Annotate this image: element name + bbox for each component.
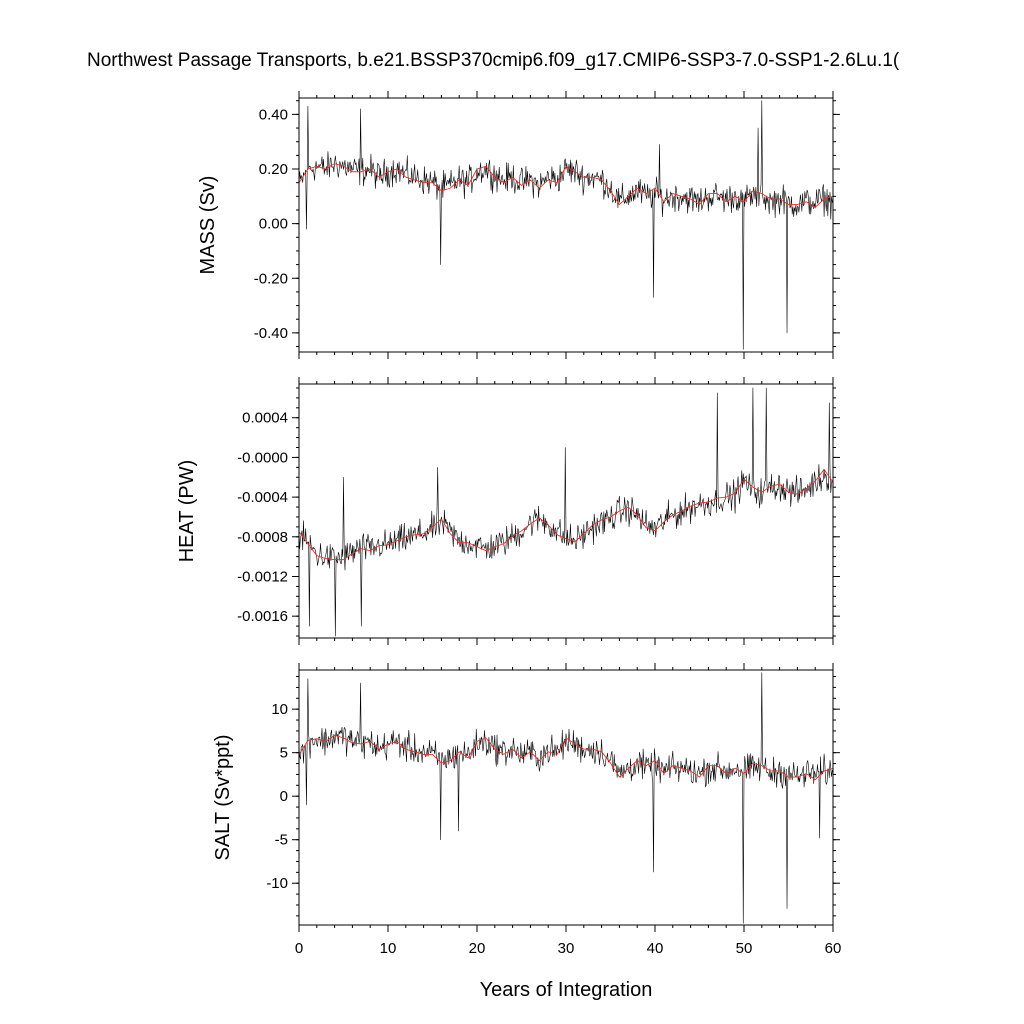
salt-y-tick-label: 0 (280, 788, 288, 805)
heat-y-tick-label: -0.0004 (237, 489, 288, 506)
mass-plot-area (299, 100, 833, 350)
salt-plot-area (299, 672, 833, 924)
x-tick-label: 50 (736, 940, 753, 957)
salt-panel-frame (298, 669, 834, 926)
heat-panel: 0.0004 -0.0000 -0.0004 -0.0008 -0.0012 -0.001… (176, 377, 840, 645)
salt-annual-smooth-line (299, 734, 833, 781)
salt-y-tick-label: -5 (275, 832, 288, 849)
heat-plot-area (299, 387, 833, 637)
figure-title: Northwest Passage Transports, b.e21.BSSP… (87, 50, 900, 71)
salt-y-tick-label: -10 (266, 875, 288, 892)
mass-monthly-series-line (299, 100, 833, 350)
salt-monthly-series-line (299, 672, 833, 924)
mass-y-tick-label: 0.00 (259, 216, 288, 233)
x-tick-label: 20 (469, 940, 486, 957)
heat-y-tick-label: -0.0016 (237, 608, 288, 625)
mass-y-tick-label: -0.20 (254, 270, 288, 287)
salt-y-tick-label: 10 (271, 701, 288, 718)
mass-y-tick-label: 0.40 (259, 106, 288, 123)
mass-y-tick-label: 0.20 (259, 161, 288, 178)
mass-panel-frame (298, 97, 834, 353)
heat-y-tick-label: -0.0012 (237, 568, 288, 585)
salt-y-axis-title: SALT (Sv*ppt) (212, 735, 234, 861)
heat-y-tick-label: 0.0004 (242, 410, 288, 427)
x-axis-title: Years of Integration (480, 979, 653, 1001)
salt-y-tick-label: 5 (280, 745, 288, 762)
mass-y-tick-label: -0.40 (254, 325, 288, 342)
mass-y-axis-title: MASS (Sv) (197, 176, 219, 275)
mass-panel: 0.40 0.20 0.00 -0.20 -0.40 MASS (Sv) (197, 91, 840, 359)
heat-y-axis-title: HEAT (PW) (176, 460, 198, 563)
heat-annual-smooth-line (299, 468, 833, 561)
x-tick-label: 30 (558, 940, 575, 957)
x-tick-label: 40 (647, 940, 664, 957)
heat-y-tick-label: -0.0000 (237, 449, 288, 466)
heat-y-tick-label: -0.0008 (237, 529, 288, 546)
x-tick-label: 60 (825, 940, 842, 957)
x-tick-label: 10 (380, 940, 397, 957)
heat-monthly-series-line (299, 387, 833, 637)
mass-annual-smooth-line (299, 163, 833, 208)
x-tick-label: 0 (295, 940, 303, 957)
